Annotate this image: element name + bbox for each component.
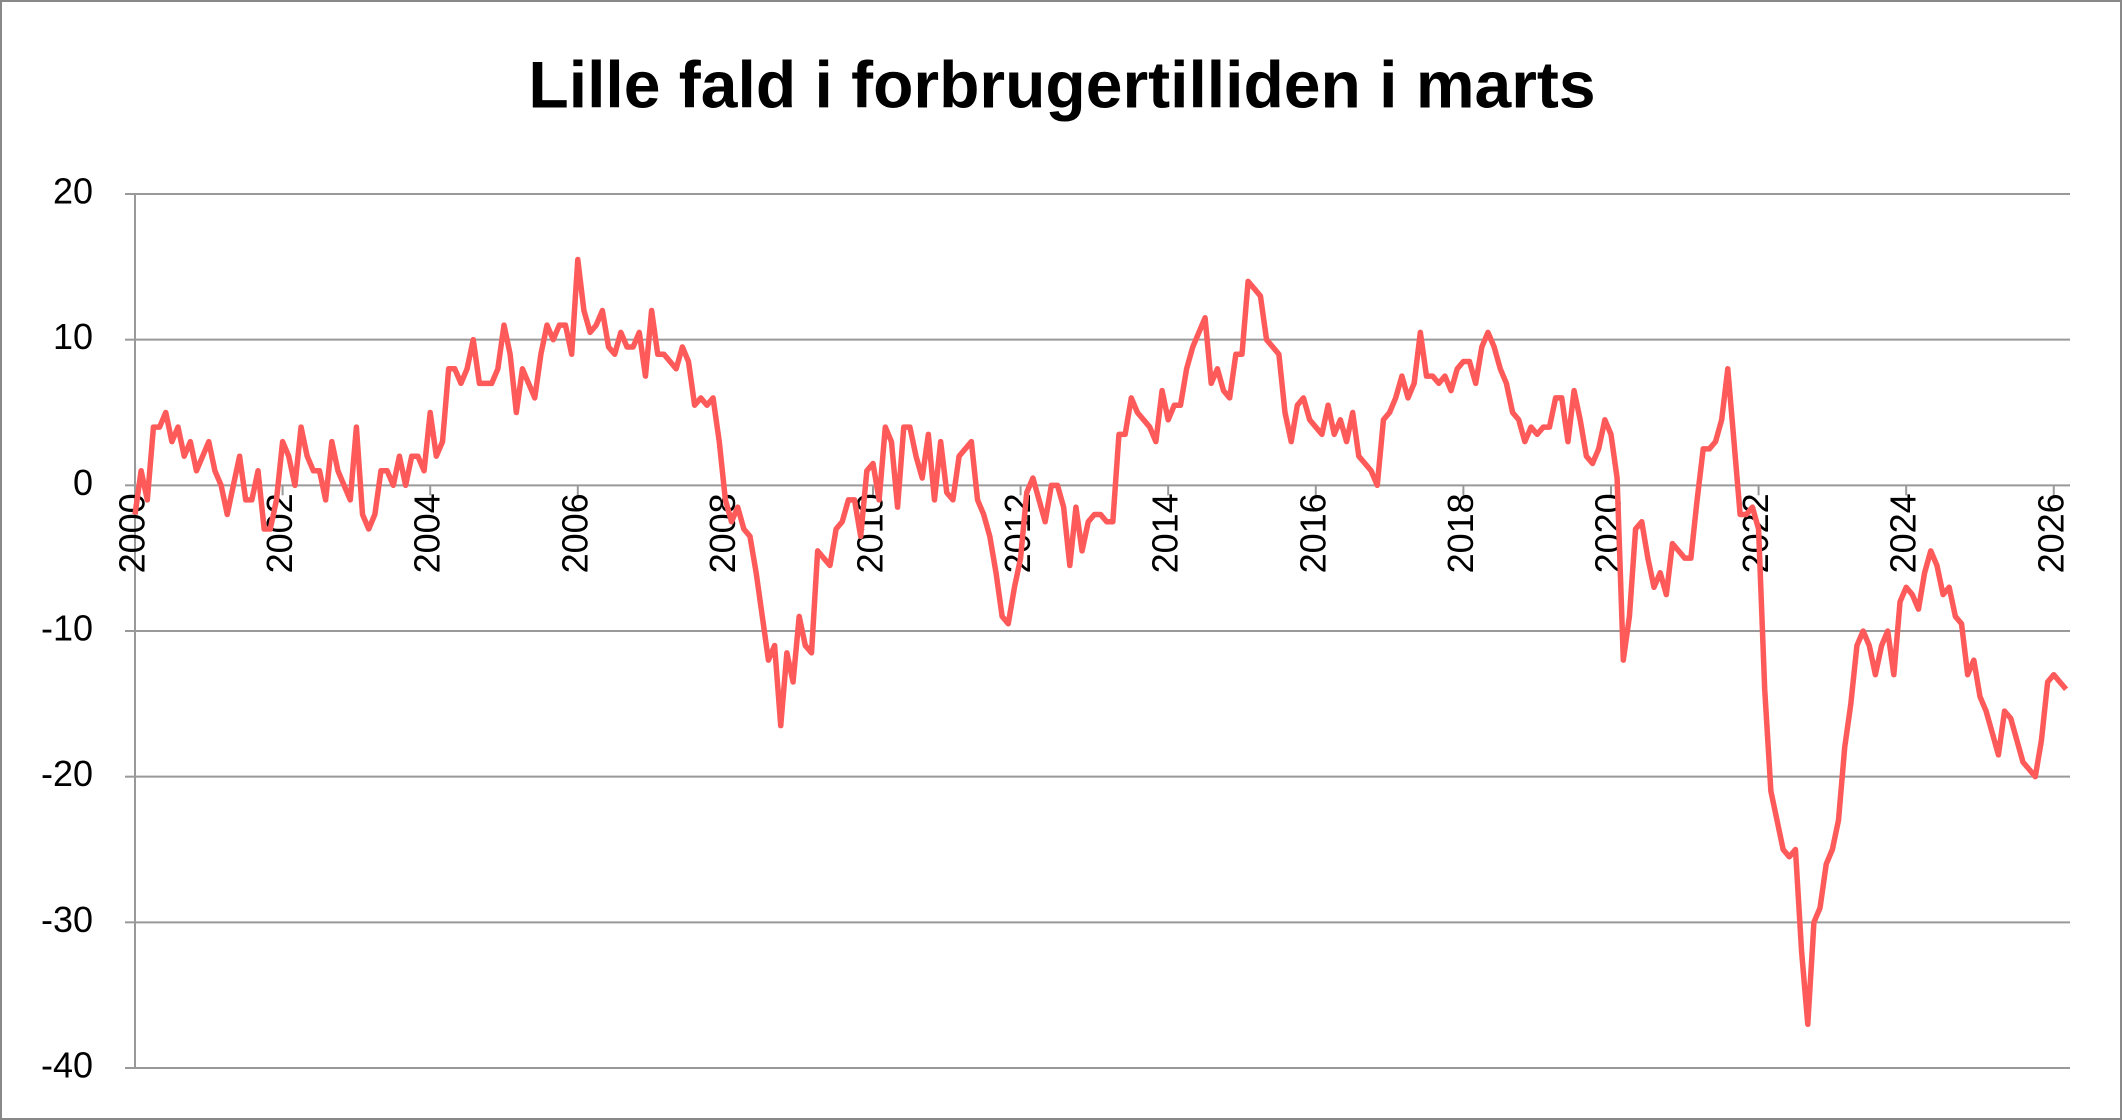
y-tick-label: 10 bbox=[53, 316, 93, 357]
x-tick-label: 2014 bbox=[1145, 493, 1186, 573]
y-tick-label: -20 bbox=[41, 753, 93, 794]
y-tick-label: 20 bbox=[53, 171, 93, 212]
y-tick-label: 0 bbox=[73, 462, 93, 503]
x-tick-label: 2000 bbox=[112, 493, 153, 573]
x-tick-label: 2006 bbox=[554, 493, 595, 573]
x-tick-label: 2026 bbox=[2030, 493, 2071, 573]
chart-title: Lille fald i forbrugertilliden i marts bbox=[528, 47, 1595, 121]
y-tick-label: -30 bbox=[41, 899, 93, 940]
x-tick-label: 2018 bbox=[1440, 493, 1481, 573]
y-tick-label: -40 bbox=[41, 1045, 93, 1086]
x-tick-label: 2024 bbox=[1883, 493, 1924, 573]
y-tick-label: -10 bbox=[41, 608, 93, 649]
x-tick-label: 2004 bbox=[407, 493, 448, 573]
x-tick-label: 2016 bbox=[1292, 493, 1333, 573]
x-tick-label: 2002 bbox=[259, 493, 300, 573]
data-line bbox=[132, 256, 2069, 1028]
